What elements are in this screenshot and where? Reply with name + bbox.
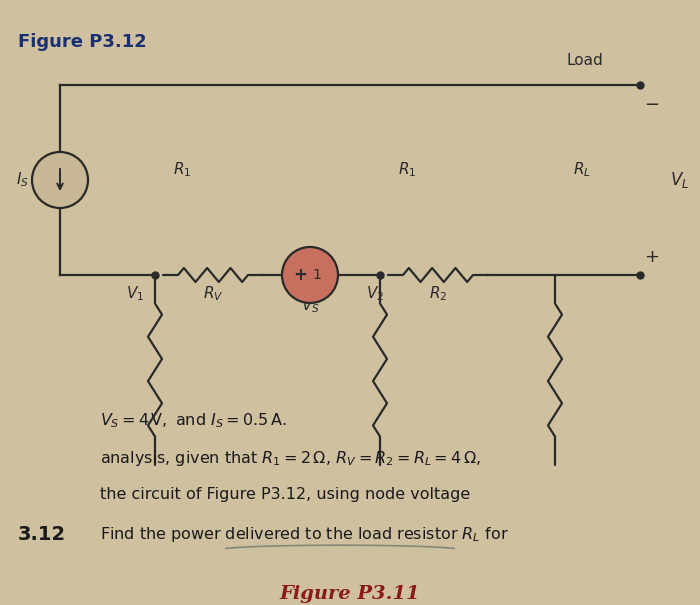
Text: +: + xyxy=(293,266,307,284)
Text: the circuit of Figure P3.12, using node voltage: the circuit of Figure P3.12, using node … xyxy=(100,487,470,502)
Text: Figure P3.11: Figure P3.11 xyxy=(280,585,420,603)
Text: $-$: $-$ xyxy=(645,94,659,112)
Text: $V_L$: $V_L$ xyxy=(670,170,690,190)
Text: $V_S = 4\,\mathrm{V},$ and $I_S = 0.5\,\mathrm{A}.$: $V_S = 4\,\mathrm{V},$ and $I_S = 0.5\,\… xyxy=(100,411,286,430)
Text: analysis, given that $R_1 = 2\,\Omega,\, R_V = R_2 = R_L = 4\,\Omega,$: analysis, given that $R_1 = 2\,\Omega,\,… xyxy=(100,449,481,468)
Text: $R_1$: $R_1$ xyxy=(398,161,416,179)
Text: $V_1$: $V_1$ xyxy=(126,284,144,303)
Text: $R_V$: $R_V$ xyxy=(203,284,223,303)
Text: Find the power delivered to the load resistor $R_L$ for: Find the power delivered to the load res… xyxy=(100,525,509,544)
Text: +: + xyxy=(645,248,659,266)
Text: $I_S$: $I_S$ xyxy=(15,171,29,189)
Text: $V_2$: $V_2$ xyxy=(366,284,384,303)
Text: $R_L$: $R_L$ xyxy=(573,161,591,179)
Text: 3.12: 3.12 xyxy=(18,525,66,544)
Text: Figure P3.12: Figure P3.12 xyxy=(18,33,147,51)
Text: $V_S$: $V_S$ xyxy=(300,296,319,315)
Circle shape xyxy=(32,152,88,208)
Text: 1: 1 xyxy=(313,268,321,282)
Circle shape xyxy=(282,247,338,303)
Text: $R_2$: $R_2$ xyxy=(429,284,447,303)
Text: $R_1$: $R_1$ xyxy=(173,161,191,179)
Text: Load: Load xyxy=(566,53,603,68)
